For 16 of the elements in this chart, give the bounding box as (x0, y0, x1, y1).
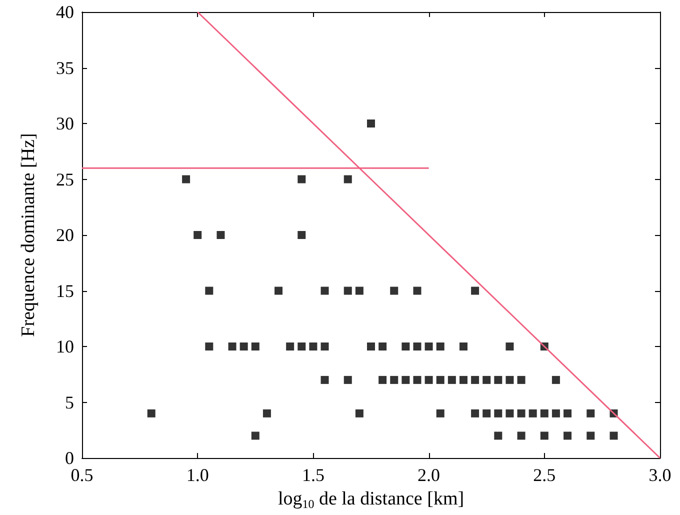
x-tick-label: 3.0 (648, 465, 672, 485)
x-tick-label: 2.0 (418, 465, 440, 485)
y-tick-label: 35 (56, 58, 74, 78)
y-tick-label: 10 (56, 336, 74, 356)
x-tick-label: 2.5 (533, 465, 556, 485)
y-tick-label: 40 (56, 2, 74, 22)
y-axis-title: Frequence dominante [Hz] (18, 133, 39, 337)
y-tick-label: 0 (65, 448, 74, 468)
y-tick-label: 20 (56, 225, 74, 245)
x-tick-label: 0.5 (70, 465, 94, 485)
x-tick-label: 1.5 (302, 465, 324, 485)
x-tick-label: 1.0 (186, 465, 209, 485)
y-tick-label: 5 (65, 392, 74, 412)
y-tick-label: 15 (56, 280, 74, 301)
y-tick-label: 30 (56, 114, 74, 134)
y-tick-label: 25 (56, 169, 74, 190)
